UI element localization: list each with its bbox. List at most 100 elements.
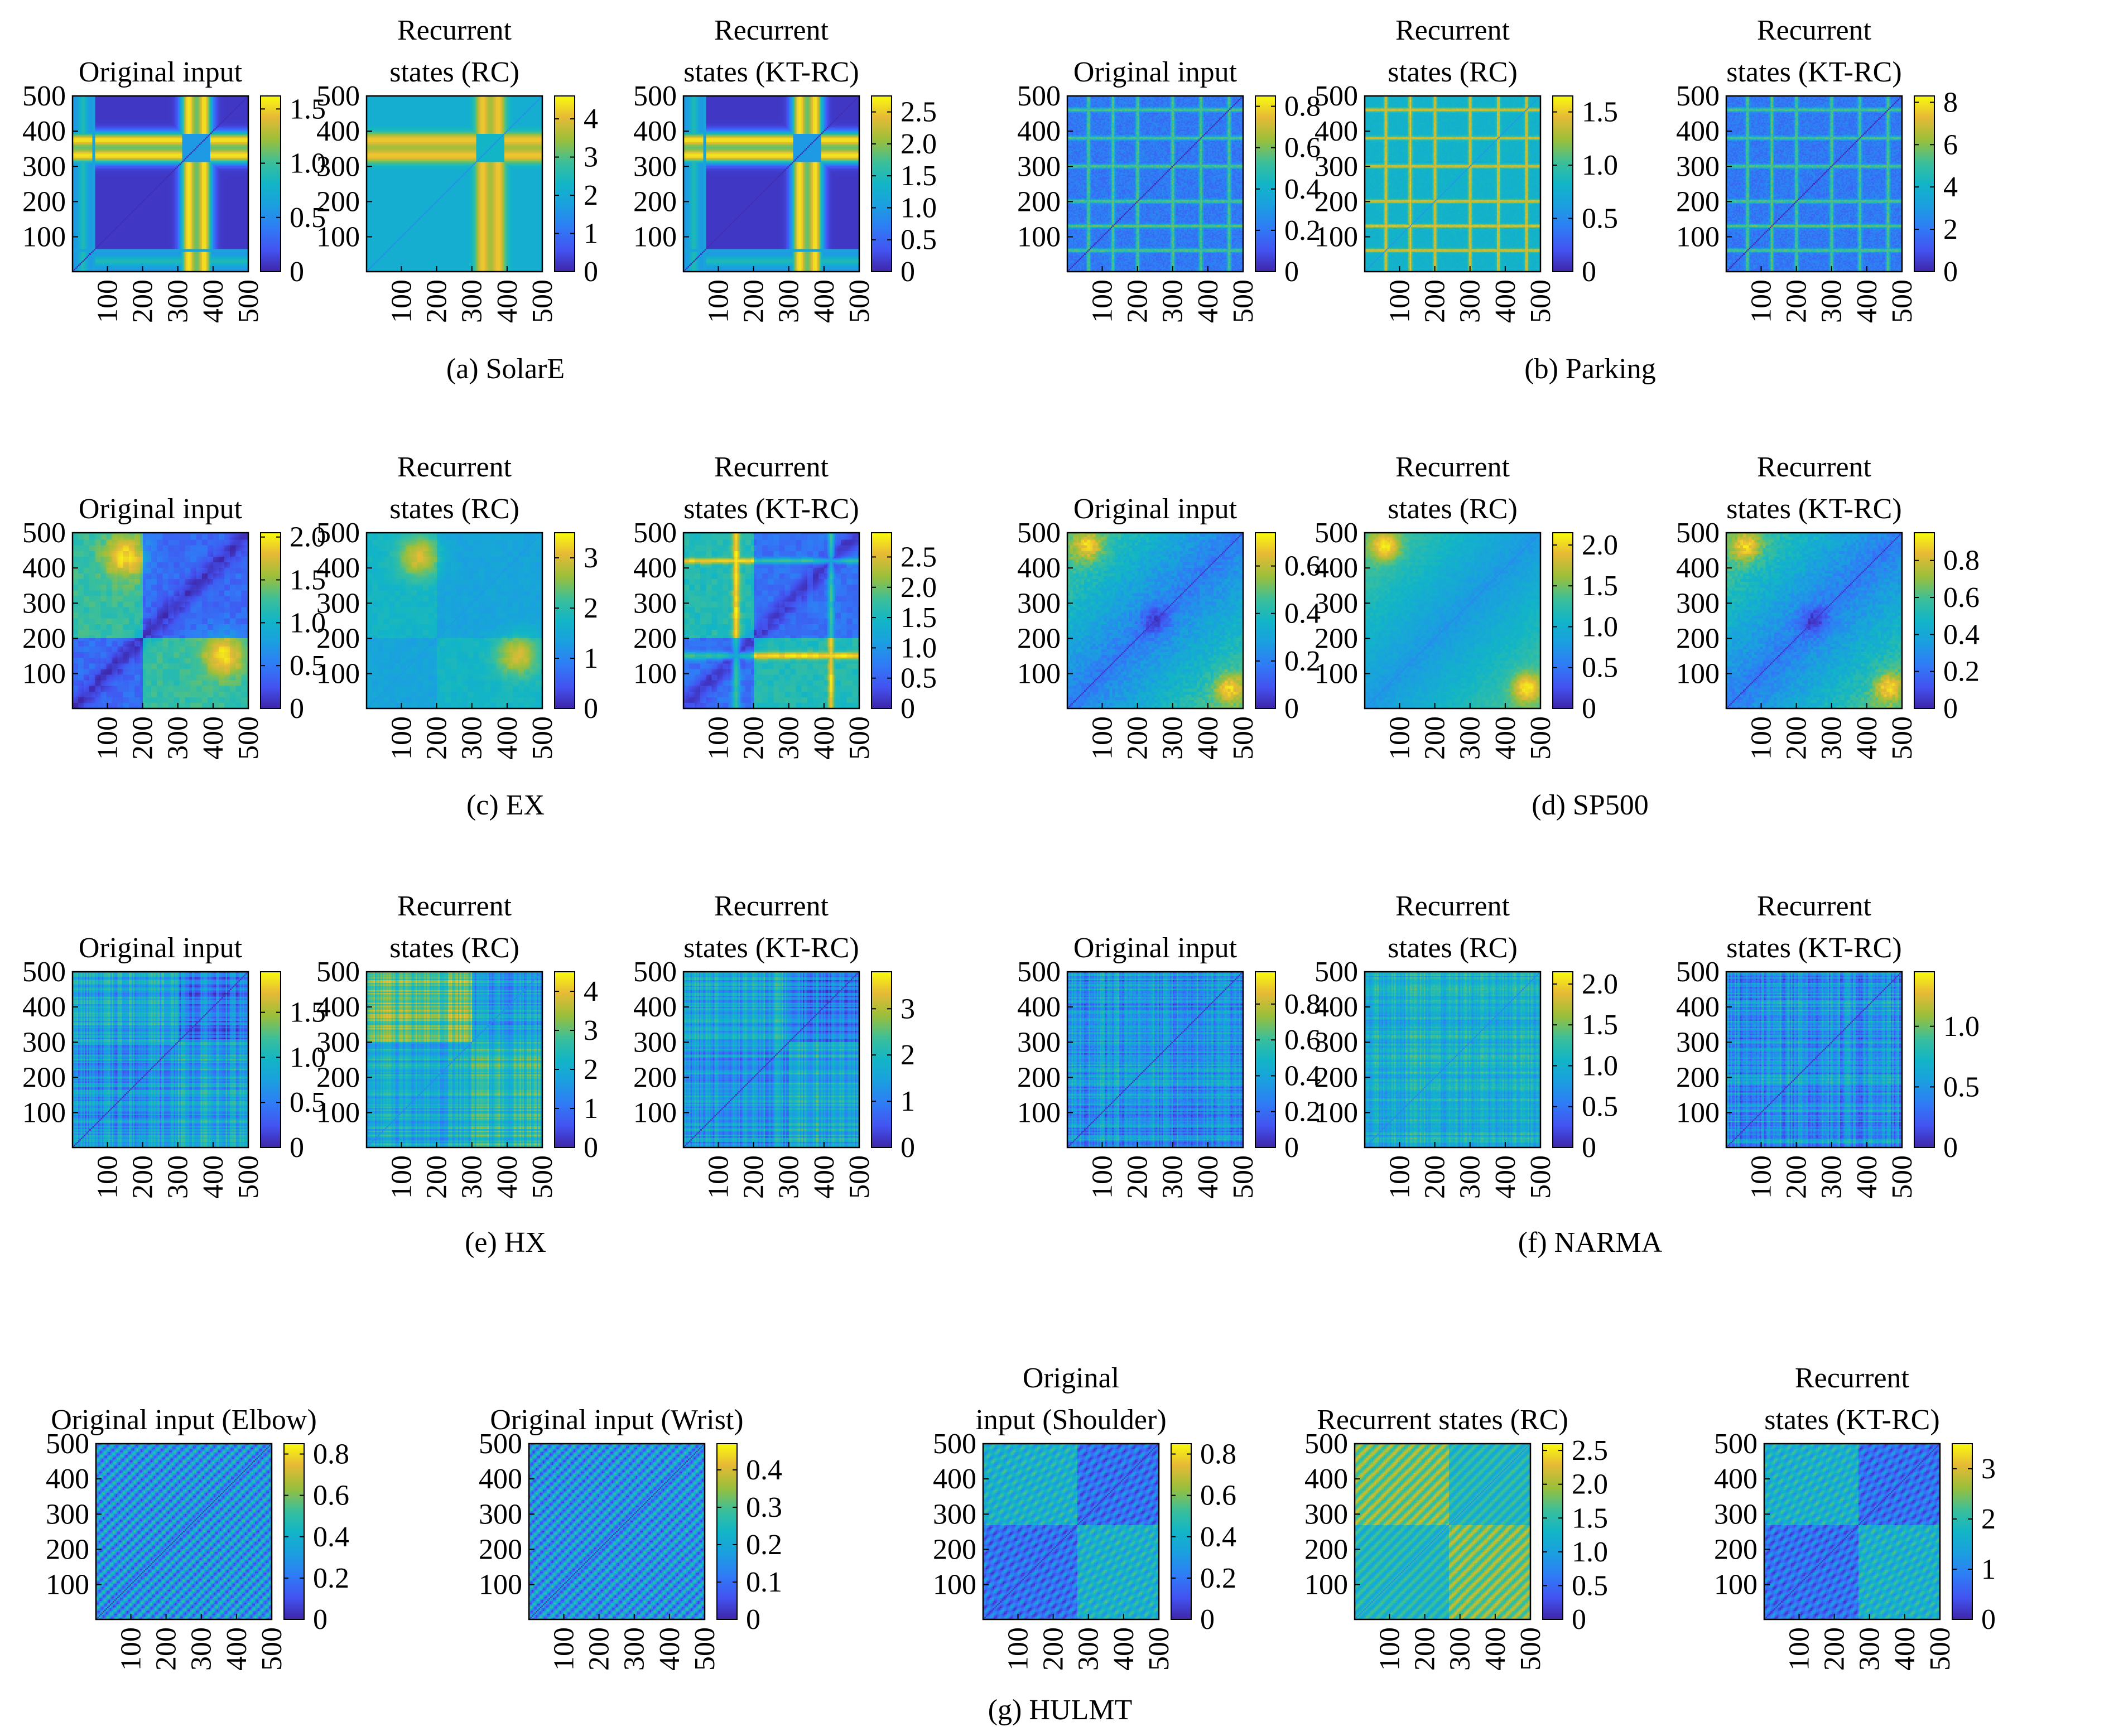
x-tick-label: 200	[738, 279, 770, 323]
colorbar-tick-label: 1.0	[1582, 150, 1618, 181]
x-tick-label: 500	[527, 279, 558, 323]
plot-frame	[1364, 971, 1542, 1149]
y-tick-label: 100	[22, 658, 66, 690]
panel-title: Recurrent	[397, 451, 512, 483]
x-tick-label: 100	[386, 1155, 417, 1199]
panel-title: Recurrent	[1395, 15, 1510, 46]
x-tick-label: 500	[527, 716, 558, 760]
colorbar-tick-label: 0	[1943, 256, 1958, 288]
y-tick-label: 100	[1714, 1569, 1758, 1601]
heatmap-panel: Original input (Wrist)100200300400500100…	[479, 1404, 782, 1671]
y-tick-label: 300	[46, 1498, 89, 1530]
y-tick-label: 200	[633, 1062, 677, 1093]
colorbar-tick-label: 0	[1200, 1604, 1215, 1636]
y-tick-label: 200	[22, 1062, 66, 1093]
panel-title: Recurrent	[714, 15, 829, 46]
colorbar-tick-label: 2.0	[901, 572, 937, 604]
colorbar	[1255, 971, 1276, 1148]
y-tick-label: 100	[22, 221, 66, 253]
x-tick-label: 100	[92, 279, 123, 323]
y-tick-label: 300	[1676, 1026, 1720, 1058]
y-tick-label: 200	[22, 623, 66, 654]
colorbar-tick-label: 0.2	[746, 1529, 782, 1561]
x-tick-label: 500	[844, 1155, 875, 1199]
panel-title: Recurrent states (RC)	[1317, 1404, 1568, 1436]
y-tick-label: 400	[1714, 1463, 1758, 1495]
y-tick-label: 400	[1676, 115, 1720, 147]
heatmap-image	[983, 1444, 1159, 1619]
heatmap-image	[1365, 972, 1540, 1147]
y-tick-label: 400	[316, 115, 360, 147]
colorbar-tick-label: 3	[584, 542, 598, 574]
x-tick-label: 100	[702, 716, 734, 760]
plot-frame	[365, 971, 543, 1149]
x-tick-label: 300	[1854, 1627, 1886, 1671]
plot-frame	[1066, 95, 1244, 273]
x-tick-label: 200	[1122, 1155, 1154, 1199]
panel-title: Recurrent	[1757, 15, 1872, 46]
plot-frame	[1763, 1443, 1941, 1621]
colorbar	[1552, 532, 1573, 709]
colorbar-tick-label: 0	[901, 256, 915, 288]
x-tick-label: 100	[386, 279, 417, 323]
y-tick-label: 300	[1714, 1498, 1758, 1530]
colorbar-tick-label: 0.6	[313, 1480, 349, 1512]
y-tick-label: 500	[316, 80, 360, 112]
plot-frame	[1364, 95, 1542, 273]
x-tick-label: 300	[773, 716, 805, 760]
y-tick-label: 100	[1676, 658, 1720, 690]
y-tick-label: 100	[1314, 221, 1358, 253]
heatmap-image	[367, 96, 542, 272]
x-tick-label: 300	[773, 1155, 805, 1199]
x-tick-label: 200	[127, 716, 159, 760]
y-tick-label: 500	[316, 517, 360, 549]
x-tick-label: 400	[1851, 279, 1883, 323]
colorbar-tick-label: 0	[313, 1604, 328, 1636]
y-tick-label: 500	[1304, 1428, 1348, 1460]
y-tick-label: 200	[479, 1534, 522, 1565]
y-tick-label: 100	[933, 1569, 976, 1601]
y-tick-label: 400	[1304, 1463, 1348, 1495]
y-tick-label: 300	[479, 1498, 522, 1530]
y-tick-label: 300	[1017, 1026, 1061, 1058]
y-tick-label: 100	[1676, 221, 1720, 253]
y-tick-label: 200	[1714, 1534, 1758, 1565]
x-tick-label: 400	[808, 279, 840, 323]
colorbar-tick-label: 0	[1582, 1132, 1596, 1164]
colorbar-tick-label: 0.6	[1284, 132, 1321, 164]
x-tick-label: 200	[584, 1627, 615, 1671]
y-tick-label: 300	[316, 587, 360, 619]
y-tick-label: 500	[1017, 956, 1061, 988]
y-tick-label: 200	[1314, 1062, 1358, 1093]
colorbar-tick-label: 0.4	[313, 1521, 349, 1553]
colorbar-tick-label: 1.0	[1572, 1536, 1608, 1568]
colorbar	[260, 971, 281, 1148]
x-tick-label: 100	[1783, 1627, 1815, 1671]
colorbar-tick-label: 1.0	[901, 632, 937, 664]
plot-frame	[1354, 1443, 1532, 1621]
colorbar-tick-label: 0	[584, 693, 598, 725]
x-tick-label: 400	[1490, 1155, 1521, 1199]
heatmap-image	[683, 972, 859, 1147]
y-tick-label: 100	[22, 1097, 66, 1129]
panel-title: states (KT-RC)	[1726, 932, 1901, 964]
y-tick-label: 300	[1017, 151, 1061, 182]
colorbar-tick-label: 0.4	[746, 1454, 782, 1486]
colorbar-tick-label: 1	[1981, 1554, 1996, 1585]
heatmap-image	[529, 1444, 705, 1619]
plot-frame	[1066, 971, 1244, 1149]
x-tick-label: 200	[1419, 716, 1451, 760]
y-tick-label: 400	[1314, 115, 1358, 147]
y-tick-label: 500	[933, 1428, 976, 1460]
colorbar-tick-label: 1.0	[1943, 1011, 1980, 1043]
y-tick-label: 200	[1676, 1062, 1720, 1093]
colorbar	[871, 532, 892, 709]
colorbar-tick-label: 0	[1572, 1604, 1586, 1636]
x-tick-label: 300	[162, 716, 194, 760]
plot-frame	[682, 971, 860, 1149]
